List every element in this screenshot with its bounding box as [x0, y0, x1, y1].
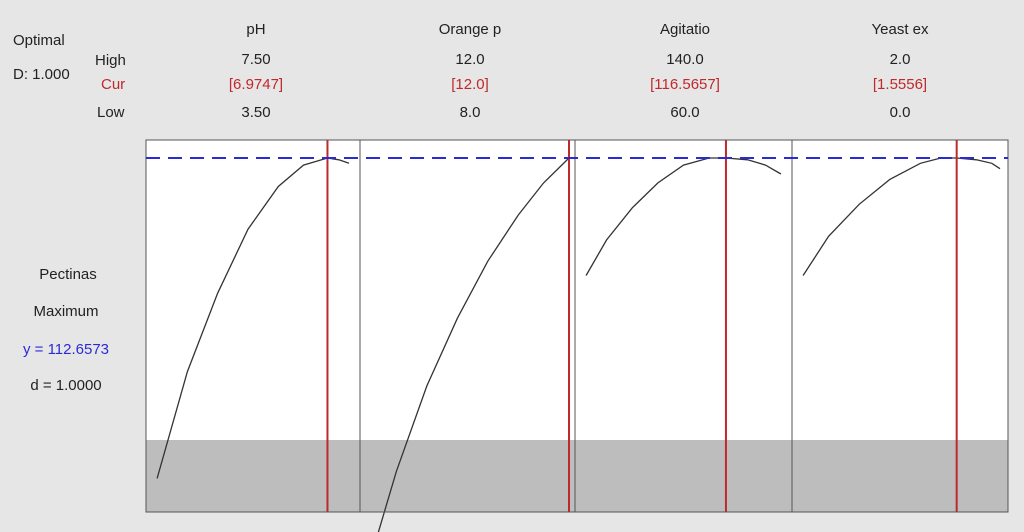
composite-desirability: D: 1.000	[13, 66, 70, 83]
infeasible-band-yeast	[792, 440, 1008, 512]
row-label-high: High	[95, 52, 126, 69]
infeasible-band-agitation	[575, 440, 792, 512]
response-curve-yeast	[802, 157, 1001, 276]
factor-cur-agitation: [116.5657]	[650, 76, 720, 93]
row-label-cur: Cur	[101, 76, 126, 93]
factor-low-ph: 3.50	[241, 104, 271, 121]
factor-cur-yeast: [1.5556]	[872, 76, 928, 93]
factor-high-ph: 7.50	[241, 51, 271, 68]
response-goal: Maximum	[33, 303, 99, 320]
factor-high-agitation: 140.0	[666, 51, 704, 68]
factor-name-ph: pH	[246, 21, 266, 38]
factor-name-yeast: Yeast ex	[871, 21, 929, 38]
factor-cur-orange: [12.0]	[451, 76, 489, 93]
response-curve-agitation	[585, 157, 782, 276]
response-predicted-y: y = 112.6573	[22, 341, 110, 358]
factor-name-agitation: Agitatio	[659, 21, 711, 38]
infeasible-band-ph	[146, 440, 360, 512]
factor-low-agitation: 60.0	[670, 104, 700, 121]
factor-cur-ph: [6.9747]	[228, 76, 284, 93]
response-name: Pectinas	[39, 266, 97, 283]
response-curve-ph	[156, 157, 350, 479]
factor-high-orange: 12.0	[455, 51, 485, 68]
row-label-low: Low	[97, 104, 125, 121]
factor-low-orange: 8.0	[459, 104, 481, 121]
factor-name-orange: Orange p	[438, 21, 502, 38]
response-desirability: d = 1.0000	[30, 377, 102, 394]
panel-border-yeast	[791, 139, 1009, 513]
factor-high-yeast: 2.0	[889, 51, 911, 68]
infeasible-band-orange	[360, 440, 575, 512]
factor-low-yeast: 0.0	[889, 104, 911, 121]
optimal-label: Optimal	[13, 32, 65, 49]
response-curve-orange	[377, 157, 570, 532]
